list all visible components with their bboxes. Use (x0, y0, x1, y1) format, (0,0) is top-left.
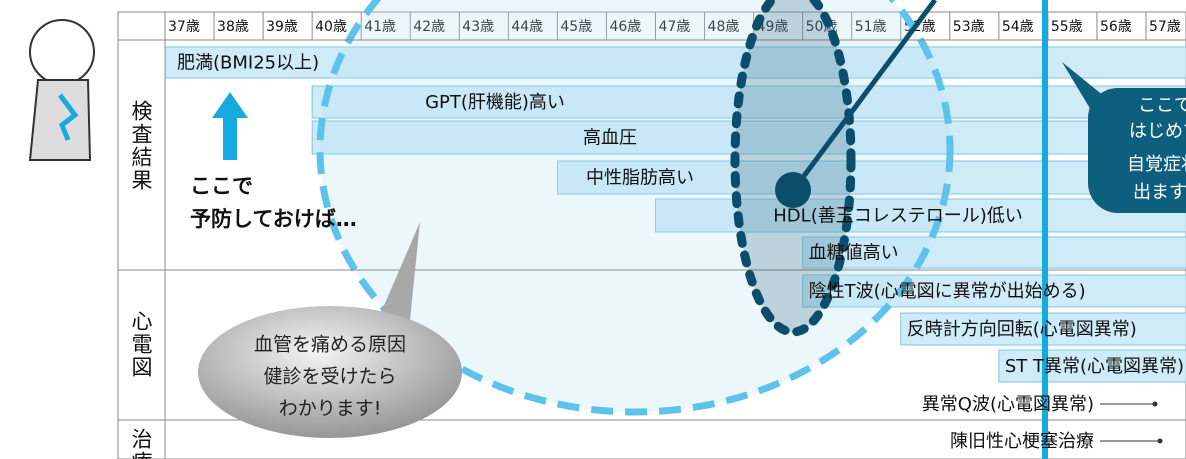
age-label: 55歳 (1051, 19, 1083, 35)
age-label: 56歳 (1100, 19, 1132, 35)
callout-text: 自覚症状 (1127, 154, 1186, 175)
age-label: 54歳 (1002, 19, 1034, 35)
marker-dot (1153, 402, 1158, 407)
callout-text: 健診を受けたら (263, 366, 396, 388)
marker-label: 陳旧性心梗塞治療 (950, 431, 1094, 452)
callout-text: はじめて (1129, 121, 1186, 142)
timeline-diagram: 37歳38歳39歳40歳41歳42歳43歳44歳45歳46歳47歳48歳49歳5… (0, 0, 1186, 459)
marker-dot (1158, 439, 1163, 444)
callout-text: 出ます (1133, 182, 1186, 203)
section-label: 治療 (129, 428, 153, 459)
bar-label: 反時計方向回転(心電図異常) (907, 319, 1137, 340)
bar-label: GPT(肝機能)高い (425, 92, 565, 113)
age-label: 40歳 (315, 19, 347, 35)
bar-label: 肥満(BMI25以上) (177, 53, 319, 74)
callout-text: わかります! (279, 398, 382, 420)
age-label: 37歳 (168, 19, 200, 35)
prevention-text: ここで (190, 174, 253, 198)
age-label: 57歳 (1149, 19, 1181, 35)
section-label: 検査結果 (129, 100, 153, 192)
bar-label: 中性脂肪高い (586, 168, 694, 189)
section-label: 心電図 (129, 310, 153, 379)
man-illustration (30, 20, 94, 160)
marker-label: 異常Q波(心電図異常) (922, 394, 1094, 415)
bar-label: 陰性T波(心電図に異常が出始める) (809, 281, 1086, 302)
age-label: 53歳 (953, 19, 985, 35)
callout-text: 血管を痛める原因 (254, 334, 406, 356)
pointer-dot (775, 172, 811, 208)
prevention-text: 予防しておけば… (190, 207, 357, 231)
bar-label: 高血圧 (583, 128, 637, 149)
age-label: 38歳 (217, 19, 249, 35)
age-label: 39歳 (266, 19, 298, 35)
bar-label: 血糖値高い (809, 243, 899, 264)
bar-label: ST T異常(心電図異常) (1005, 356, 1184, 377)
callout-text: ここで (1138, 95, 1186, 116)
bar-label: HDL(善玉コレステロール)低い (773, 206, 1022, 227)
